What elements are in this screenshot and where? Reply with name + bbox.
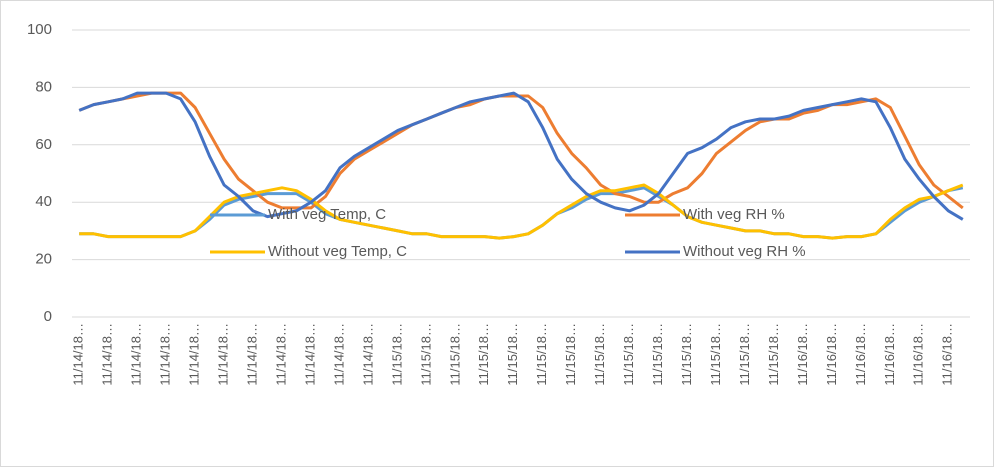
series-line <box>79 183 964 240</box>
x-tick-label: 11/14/18… <box>187 323 202 386</box>
x-tick-label: 11/14/18… <box>273 323 288 386</box>
legend-label: Without veg Temp, C <box>268 243 407 260</box>
y-tick-label: 60 <box>35 136 52 153</box>
x-tick-label: 11/15/18… <box>476 323 491 386</box>
x-tick-label: 11/15/18… <box>708 323 723 386</box>
y-tick-label: 20 <box>35 251 52 268</box>
y-tick-label: 80 <box>35 78 52 95</box>
y-tick-label: 40 <box>35 193 52 210</box>
x-tick-label: 11/16/18… <box>824 323 839 386</box>
x-tick-label: 11/15/18… <box>737 323 752 386</box>
x-tick-label: 11/15/18… <box>389 323 404 386</box>
x-tick-label: 11/15/18… <box>621 323 636 386</box>
x-tick-label: 11/15/18… <box>592 323 607 386</box>
x-tick-label: 11/15/18… <box>563 323 578 386</box>
series-line <box>78 91 964 221</box>
x-tick-label: 11/16/18… <box>940 323 955 386</box>
x-tick-label: 11/14/18… <box>302 323 317 386</box>
x-tick-label: 11/14/18… <box>331 323 346 386</box>
x-tick-label: 11/14/18… <box>129 323 144 386</box>
legend-label: With veg RH % <box>683 206 785 223</box>
x-tick-label: 11/14/18… <box>216 323 231 386</box>
y-tick-label: 0 <box>44 308 52 325</box>
x-tick-label: 11/14/18… <box>244 323 259 386</box>
x-tick-label: 11/15/18… <box>447 323 462 386</box>
x-tick-label: 11/15/18… <box>650 323 665 386</box>
legend-label: Without veg RH % <box>683 243 806 260</box>
x-tick-label: 11/15/18… <box>505 323 520 386</box>
legend-label: With veg Temp, C <box>268 206 386 223</box>
x-tick-label: 11/15/18… <box>766 323 781 386</box>
x-tick-label: 11/15/18… <box>418 323 433 386</box>
x-tick-label: 11/16/18… <box>911 323 926 386</box>
x-tick-label: 11/14/18… <box>100 323 115 386</box>
x-tick-label: 11/15/18… <box>534 323 549 386</box>
x-tick-label: 11/14/18… <box>71 323 86 386</box>
x-tick-label: 11/16/18… <box>853 323 868 386</box>
x-tick-label: 11/16/18… <box>795 323 810 386</box>
y-tick-label: 100 <box>27 21 52 38</box>
x-tick-label: 11/15/18… <box>679 323 694 386</box>
x-tick-label: 11/14/18… <box>158 323 173 386</box>
x-tick-label: 11/14/18… <box>360 323 375 386</box>
x-tick-label: 11/16/18… <box>882 323 897 386</box>
